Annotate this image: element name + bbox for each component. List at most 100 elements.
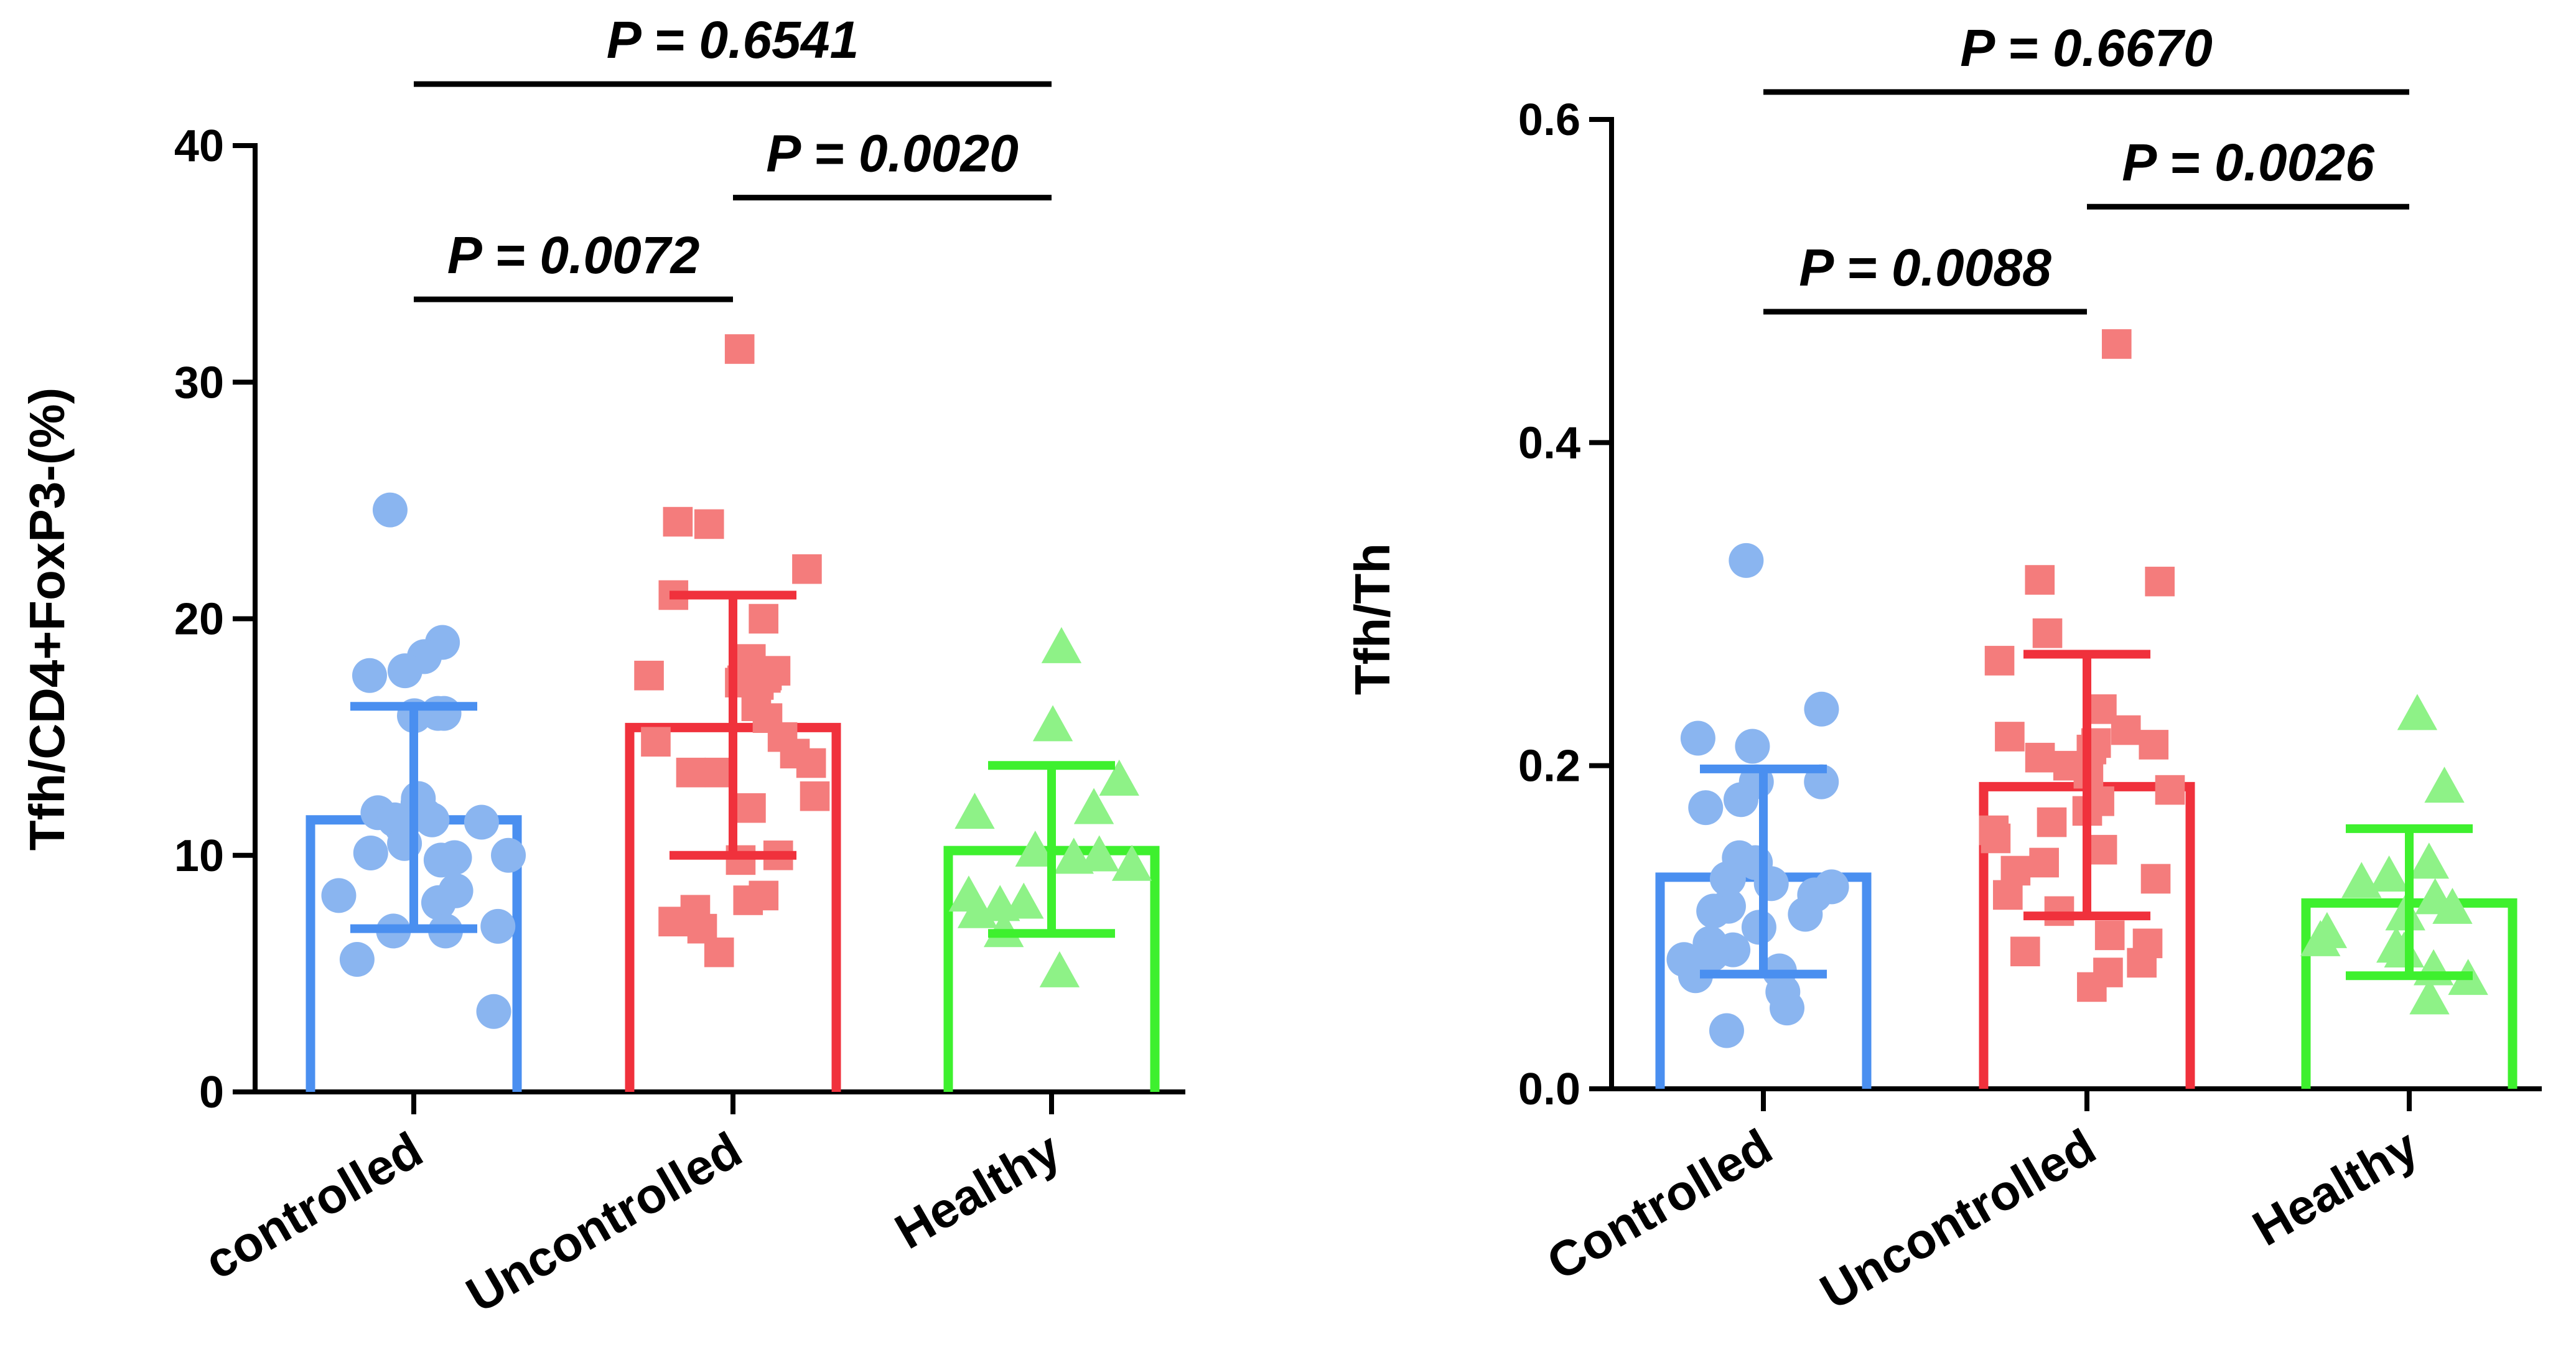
data-point bbox=[1709, 1013, 1744, 1048]
data-point bbox=[694, 509, 724, 539]
x-category-label: Uncontrolled bbox=[457, 1122, 751, 1323]
data-point bbox=[2424, 767, 2465, 803]
data-point bbox=[2140, 864, 2171, 894]
y-tick-label: 0.4 bbox=[1518, 418, 1580, 468]
data-point bbox=[1688, 790, 1724, 826]
data-point bbox=[353, 835, 388, 870]
data-point bbox=[2037, 807, 2067, 837]
y-axis-label: Tfh/CD4+FoxP3-(%) bbox=[19, 388, 75, 851]
data-point bbox=[464, 804, 499, 840]
data-point bbox=[1073, 788, 1114, 824]
data-point bbox=[704, 937, 734, 967]
x-category-label: controlled bbox=[195, 1122, 431, 1290]
data-point bbox=[1993, 880, 2023, 910]
data-point bbox=[2087, 834, 2117, 865]
y-tick-label: 0.0 bbox=[1518, 1065, 1580, 1114]
data-point bbox=[423, 842, 459, 878]
data-point bbox=[1981, 823, 2011, 854]
data-point bbox=[2094, 920, 2125, 951]
data-point bbox=[1735, 729, 1770, 764]
x-category-label: Healthy bbox=[2244, 1118, 2427, 1256]
data-point bbox=[1015, 830, 1055, 867]
data-point bbox=[1995, 722, 2025, 752]
data-point bbox=[1788, 897, 1823, 932]
data-point bbox=[2139, 730, 2169, 760]
data-point bbox=[2010, 936, 2040, 967]
data-point bbox=[414, 802, 450, 837]
data-point bbox=[2025, 742, 2055, 773]
data-point bbox=[372, 492, 408, 528]
p-value-label: P = 0.6541 bbox=[607, 11, 859, 69]
data-point bbox=[641, 727, 671, 757]
p-value-label: P = 0.0072 bbox=[447, 226, 700, 284]
data-point bbox=[1804, 691, 1839, 727]
y-tick-label: 10 bbox=[174, 831, 224, 881]
data-point bbox=[1696, 893, 1732, 929]
data-point bbox=[733, 885, 763, 915]
data-point bbox=[792, 554, 822, 584]
data-point bbox=[2409, 842, 2450, 879]
data-point bbox=[2155, 775, 2185, 805]
p-value-label: P = 0.6670 bbox=[1960, 19, 2213, 77]
data-point bbox=[1111, 844, 1152, 881]
data-point bbox=[1678, 958, 1713, 994]
y-tick-label: 0 bbox=[199, 1068, 224, 1117]
data-point bbox=[724, 334, 755, 364]
p-value-label: P = 0.0088 bbox=[1799, 238, 2051, 297]
data-point bbox=[2300, 920, 2341, 956]
data-point bbox=[954, 793, 995, 829]
data-point bbox=[426, 696, 462, 731]
data-point bbox=[1770, 990, 1805, 1026]
data-point bbox=[634, 660, 664, 691]
data-point bbox=[1680, 720, 1715, 756]
data-point bbox=[1032, 705, 1073, 742]
data-point bbox=[2044, 896, 2074, 926]
data-point bbox=[658, 907, 688, 937]
data-point bbox=[1041, 627, 1082, 663]
data-point bbox=[796, 748, 826, 778]
data-point bbox=[2127, 948, 2157, 978]
x-category-label: Uncontrolled bbox=[1811, 1119, 2105, 1320]
data-point bbox=[421, 885, 456, 920]
data-point bbox=[321, 878, 357, 913]
y-axis-label: Tfh/Th bbox=[1345, 543, 1400, 695]
data-point bbox=[2397, 694, 2438, 730]
data-point bbox=[749, 604, 778, 634]
x-category-label: Controlled bbox=[1538, 1119, 1781, 1291]
data-point bbox=[2384, 931, 2424, 968]
y-tick-label: 30 bbox=[174, 358, 224, 408]
data-point bbox=[2369, 855, 2409, 892]
data-point bbox=[339, 942, 375, 977]
y-tick-label: 0.2 bbox=[1518, 742, 1580, 791]
p-value-label: P = 0.0020 bbox=[766, 124, 1019, 183]
data-point bbox=[1053, 837, 1094, 874]
data-point bbox=[1099, 759, 1139, 796]
data-point bbox=[2341, 862, 2382, 898]
panel-left-chart: 0 10 20 30 40 Tfh/CD4+FoxP3-(%) controlled Unco… bbox=[19, 11, 1185, 1323]
data-point bbox=[2032, 618, 2063, 648]
panel-right-chart: 0.0 0.2 0.4 0.6 Tfh/Th Controlled Uncontrolled… bbox=[1345, 19, 2542, 1320]
y-tick-label: 20 bbox=[174, 595, 224, 645]
data-point bbox=[2025, 565, 2055, 595]
data-point bbox=[1039, 951, 1080, 987]
data-point bbox=[2111, 715, 2141, 745]
data-point bbox=[480, 908, 516, 944]
data-point bbox=[2101, 329, 2132, 359]
y-tick-label: 40 bbox=[174, 121, 224, 171]
data-point bbox=[800, 781, 830, 811]
data-point bbox=[476, 994, 511, 1029]
data-point bbox=[1079, 835, 1119, 872]
data-point bbox=[2029, 847, 2059, 878]
data-point bbox=[2145, 566, 2175, 597]
y-tick-label: 0.6 bbox=[1518, 95, 1580, 145]
p-value-label: P = 0.0026 bbox=[2122, 133, 2375, 192]
data-point bbox=[2432, 887, 2473, 924]
data-point bbox=[1729, 543, 1764, 578]
data-point bbox=[663, 506, 693, 537]
data-point bbox=[980, 885, 1020, 921]
data-point bbox=[736, 793, 766, 823]
x-category-label: Healthy bbox=[886, 1121, 1070, 1259]
data-point bbox=[1723, 782, 1758, 818]
data-point bbox=[491, 837, 526, 873]
